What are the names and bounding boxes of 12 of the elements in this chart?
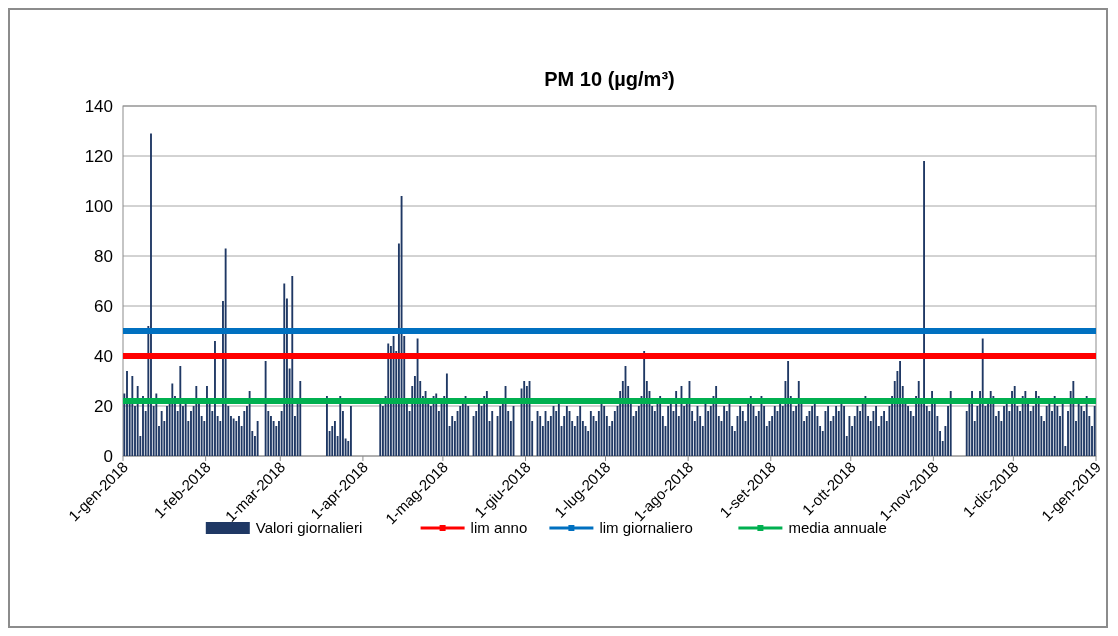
y-tick-label: 100 (84, 196, 113, 216)
legend-label: Valori giornalieri (255, 519, 363, 537)
y-tick-label: 120 (84, 146, 113, 166)
y-tick-label: 140 (84, 96, 113, 116)
y-tick-label: 80 (94, 246, 113, 266)
y-tick-label: 60 (94, 296, 113, 316)
y-tick-label: 0 (103, 446, 113, 466)
legend-label: lim anno (470, 519, 528, 537)
y-tick-label: 20 (94, 396, 113, 416)
legend-label: media annuale (788, 519, 887, 537)
y-tick-label: 40 (94, 346, 113, 366)
chart-title: PM 10 (µg/m³) (544, 68, 675, 90)
